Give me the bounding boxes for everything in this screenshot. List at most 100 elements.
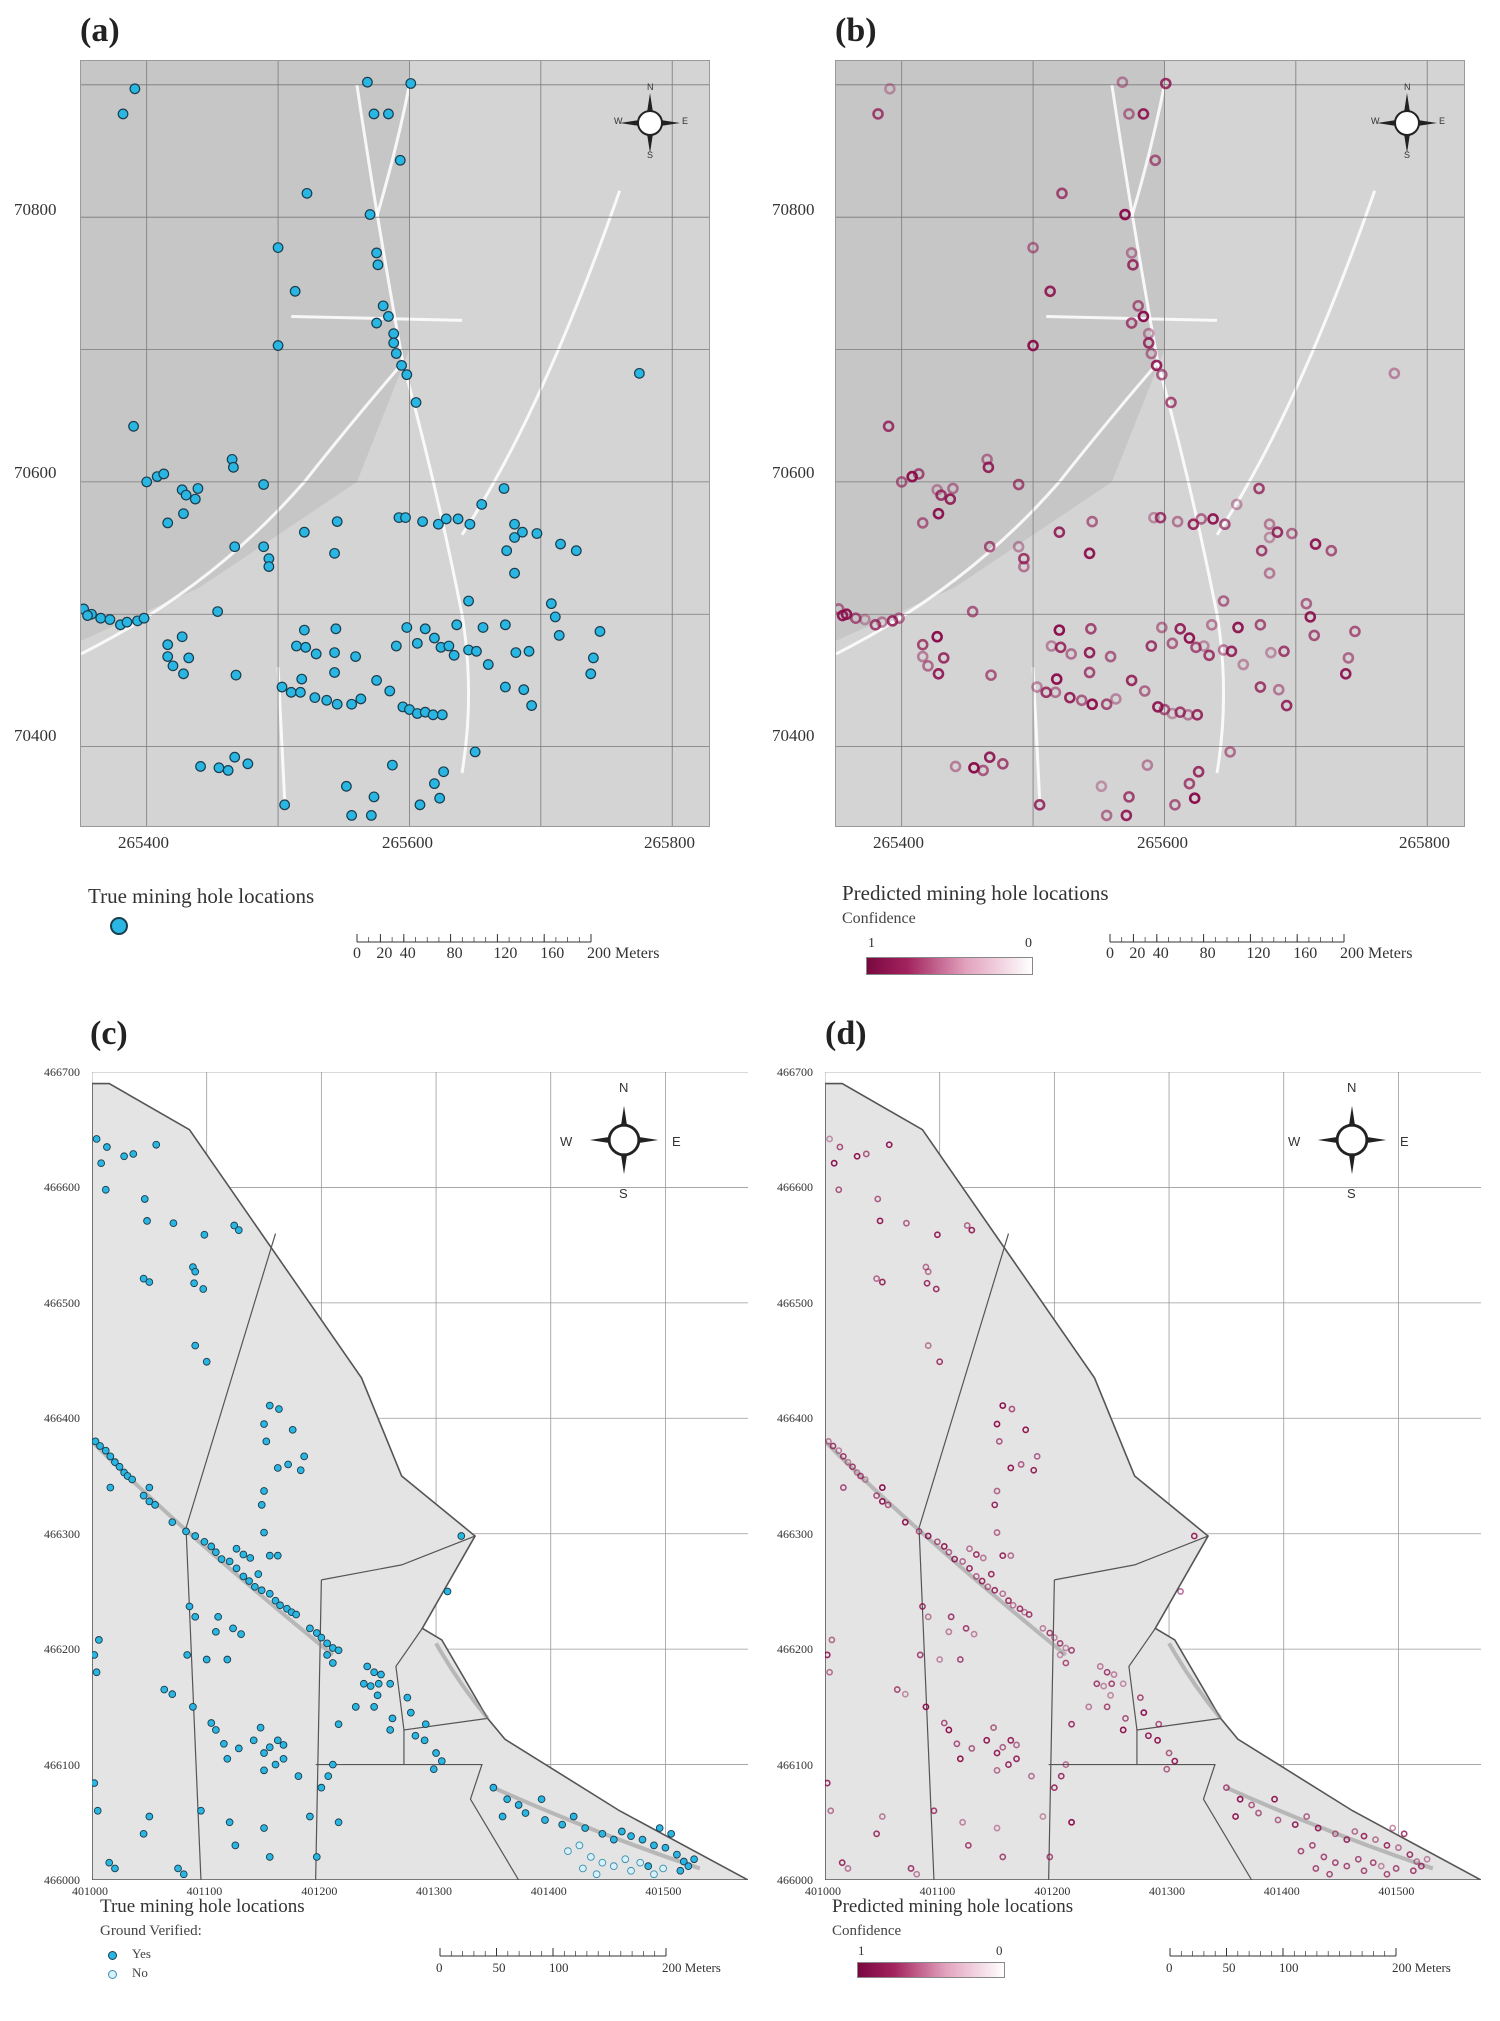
predicted-hole [1156, 368, 1168, 381]
ridge-feature-2 [492, 1785, 701, 1871]
true-hole-verified [284, 1460, 292, 1469]
predicted-hole [1068, 1646, 1075, 1654]
true-hole-verified [411, 1731, 420, 1740]
true-hole [405, 78, 417, 89]
d-grad-label-high: 1 [858, 1943, 865, 1958]
predicted-hole [876, 616, 888, 628]
d-xtick-2: 401200 [1034, 1884, 1071, 1898]
predicted-hole [1392, 1865, 1400, 1872]
predicted-hole [836, 609, 849, 622]
true-hole [301, 187, 313, 199]
predicted-hole [1068, 1720, 1075, 1728]
true-hole [371, 675, 383, 686]
b-scalebar: 0 20 40 80 120 160 200 Meters [1106, 934, 1412, 962]
true-hole-verified [437, 1757, 446, 1765]
parcel-line-3 [315, 1579, 322, 1880]
true-hole [355, 693, 367, 705]
predicted-hole [1225, 645, 1238, 658]
predicted-hole [932, 667, 945, 680]
true-hole-verified [101, 1185, 110, 1194]
predicted-hole [1100, 809, 1113, 822]
true-hole-verified [200, 1230, 209, 1239]
true-hole [469, 746, 481, 758]
a-ytick-0: 70800 [14, 200, 57, 219]
d-xtick-3: 401300 [1149, 1884, 1186, 1898]
predicted-hole [1018, 560, 1030, 573]
true-hole [298, 526, 310, 538]
true-hole-verified [359, 1679, 368, 1688]
predicted-hole [1163, 1765, 1171, 1773]
true-hole-verified [257, 1586, 266, 1595]
true-hole-unverified [564, 1847, 572, 1855]
true-hole-verified [232, 1544, 241, 1553]
predicted-hole [940, 1719, 948, 1727]
predicted-hole [985, 669, 997, 681]
d-confidence-gradient [857, 1962, 1005, 1978]
predicted-hole [1280, 699, 1293, 712]
a-xtick-0: 265400 [118, 833, 169, 852]
predicted-hole [901, 1690, 909, 1698]
true-hole [371, 317, 383, 329]
predicted-hole [1064, 691, 1076, 704]
predicted-hole [1120, 809, 1133, 822]
predicted-hole [907, 1865, 915, 1872]
predicted-hole [968, 1745, 976, 1752]
predicted-hole [1203, 649, 1215, 662]
true-hole-verified [191, 1267, 200, 1276]
predicted-hole [999, 1552, 1007, 1560]
true-hole-verified [661, 1843, 670, 1852]
true-hole-verified [139, 1829, 148, 1838]
predicted-hole [936, 1656, 944, 1663]
predicted-hole [1110, 693, 1122, 705]
predicted-hole [1309, 1841, 1316, 1849]
true-hole [138, 612, 150, 624]
predicted-hole [993, 1420, 1001, 1428]
predicted-hole [1191, 709, 1204, 721]
predicted-hole [1254, 681, 1267, 693]
compass-d-e: E [1400, 1134, 1409, 1149]
true-hole [499, 681, 511, 693]
predicted-hole [1291, 1821, 1299, 1828]
map-panel-a [80, 60, 710, 827]
true-hole-verified [103, 1143, 111, 1151]
predicted-hole [859, 613, 871, 626]
predicted-hole [991, 1501, 999, 1509]
panel-c-label: (c) [90, 1015, 128, 1052]
true-hole-verified [260, 1824, 268, 1832]
predicted-hole [930, 1807, 938, 1815]
true-hole [394, 154, 406, 166]
predicted-hole [1145, 347, 1158, 360]
predicted-hole [886, 615, 899, 627]
true-hole [401, 369, 413, 381]
true-hole-verified [684, 1862, 693, 1870]
predicted-hole [1349, 625, 1361, 638]
predicted-hole [922, 660, 934, 672]
true-hole-verified [655, 1824, 664, 1832]
true-hole-verified [276, 1601, 284, 1610]
true-hole [451, 619, 463, 631]
predicted-hole [1224, 746, 1236, 758]
true-hole-verified [644, 1862, 653, 1870]
compass-b [1372, 88, 1442, 163]
true-hole-verified [598, 1829, 607, 1838]
b-scale-label-4: 120 [1246, 945, 1270, 962]
predicted-hole [1044, 285, 1056, 298]
predicted-hole [1149, 154, 1162, 167]
c-scale-label-0: 0 [436, 1960, 443, 1975]
predicted-hole [959, 1818, 967, 1826]
predicted-hole [1016, 1605, 1024, 1613]
b-grad-label-high: 1 [868, 936, 875, 951]
true-hole [482, 659, 494, 670]
predicted-hole [839, 1452, 847, 1460]
predicted-hole [1388, 367, 1401, 380]
true-hole [289, 285, 301, 297]
true-hole-verified [234, 1226, 243, 1234]
true-hole [401, 622, 413, 633]
c-ytick-3: 466400 [44, 1411, 80, 1426]
true-hole [518, 684, 530, 696]
true-hole-verified [265, 1401, 274, 1410]
true-hole-verified [217, 1555, 226, 1563]
true-hole [141, 476, 153, 488]
predicted-hole [1027, 339, 1039, 352]
true-hole-verified [569, 1812, 578, 1821]
